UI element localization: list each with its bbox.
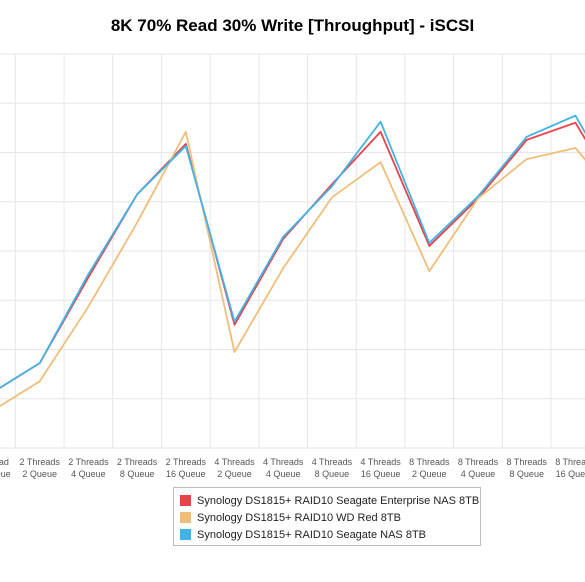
x-tick-label-queue: 2 Queue [22,469,57,479]
legend: Synology DS1815+ RAID10 Seagate Enterpri… [173,487,481,546]
x-tick-label-threads: 2 Threads [166,457,207,467]
x-tick-label-threads: 8 Threads [555,457,585,467]
x-tick-label-threads: 2 Threads [68,457,109,467]
x-tick-label-threads: 2 Threads [117,457,158,467]
legend-item[interactable]: Synology DS1815+ RAID10 Seagate NAS 8TB [180,526,480,543]
grid [0,53,585,449]
x-tick-label-queue: 8 Queue [509,469,544,479]
legend-label: Synology DS1815+ RAID10 Seagate Enterpri… [197,494,480,507]
x-tick-label-threads: 4 Threads [263,457,304,467]
x-tick-label-queue: 2 Queue [217,469,252,479]
legend-swatch [180,512,191,523]
x-tick-label-queue: 8 Queue [120,469,155,479]
x-tick-label-threads: 2 Threads [20,457,61,467]
x-tick-label-queue: 2 Queue [412,469,447,479]
x-tick-label-queue: 16 Queue [556,469,585,479]
legend-swatch [180,529,191,540]
x-tick-label-threads: 8 Threads [409,457,450,467]
x-tick-label-threads: 4 Threads [214,457,255,467]
x-tick-label-queue: 16 Queue [166,469,206,479]
series-1 [0,130,585,408]
x-tick-label-threads: 8 Threads [458,457,499,467]
x-tick-label-queue: 4 Queue [71,469,106,479]
x-tick-label-threads: 4 Threads [312,457,353,467]
x-tick-label-threads: 4 Threads [360,457,401,467]
series-0 [0,121,585,389]
x-tick-label-queue: 16 Queue [361,469,401,479]
x-tick-label-queue: 4 Queue [461,469,496,479]
series-line [0,121,585,389]
legend-swatch [180,495,191,506]
legend-label: Synology DS1815+ RAID10 Seagate NAS 8TB [197,528,426,541]
series-2 [0,114,585,389]
x-tick-label-threads: 1 Thread [0,457,9,467]
series-lines [0,114,585,408]
legend-label: Synology DS1815+ RAID10 WD Red 8TB [197,511,401,524]
x-axis-ticks: 1 Thread 16 Queue 2 Threads 2 Queue 2 Thread… [0,457,585,479]
legend-item[interactable]: Synology DS1815+ RAID10 WD Red 8TB [180,509,480,526]
legend-item[interactable]: Synology DS1815+ RAID10 Seagate Enterpri… [180,492,480,509]
x-tick-label-queue: 4 Queue [266,469,301,479]
x-tick-label-queue: 16 Queue [0,469,11,479]
chart-title: 8K 70% Read 30% Write [Throughput] - iSC… [110,16,475,35]
x-tick-label-threads: 8 Threads [507,457,548,467]
x-tick-label-queue: 8 Queue [315,469,350,479]
